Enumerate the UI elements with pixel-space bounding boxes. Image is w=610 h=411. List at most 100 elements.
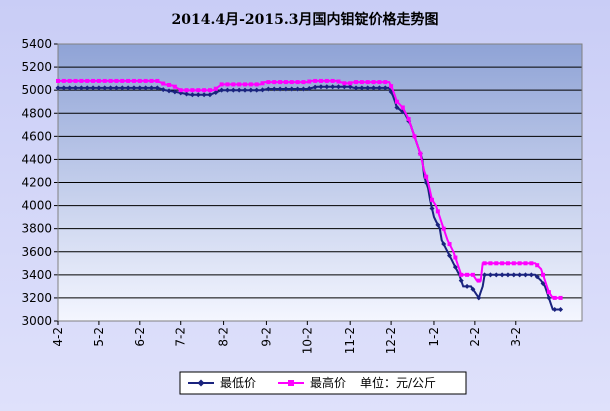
data-point-high (453, 255, 458, 260)
data-point-low (517, 272, 523, 278)
data-point-low (318, 84, 324, 90)
data-point-high (336, 79, 341, 84)
data-point-low (482, 272, 488, 278)
data-point-high (301, 80, 306, 85)
data-point-high (523, 261, 528, 266)
data-point-low (271, 86, 277, 92)
data-point-high (511, 261, 516, 266)
data-point-low (248, 87, 254, 93)
data-point-high (406, 117, 411, 122)
plot-border (57, 43, 583, 322)
y-tick-label: 3800 (21, 222, 52, 236)
data-point-high (137, 78, 142, 83)
data-point-high (505, 261, 510, 266)
data-point-high (207, 88, 212, 93)
data-point-low (230, 87, 236, 93)
y-tick-label: 5400 (21, 37, 52, 51)
data-point-low (195, 92, 201, 98)
legend-label-0: 最低价 (220, 376, 256, 390)
data-point-high (225, 82, 230, 87)
legend-label-1: 最高价 (310, 375, 346, 390)
data-point-high (418, 151, 423, 156)
data-point-low (470, 286, 476, 292)
data-point-high (470, 272, 475, 277)
data-point-high (546, 290, 551, 295)
data-point-low (160, 87, 166, 93)
x-tick-label: 1-2 (427, 327, 441, 347)
data-point-high (517, 261, 522, 266)
data-point-high (266, 80, 271, 85)
data-point-high (272, 80, 277, 85)
data-point-low (184, 91, 190, 97)
data-point-high (278, 80, 283, 85)
y-tick-label: 3200 (21, 291, 52, 305)
data-point-low (67, 85, 73, 91)
data-point-low (458, 278, 464, 284)
data-point-low (119, 85, 125, 91)
legend-box (179, 371, 467, 395)
data-point-low (359, 85, 365, 91)
data-point-low (540, 280, 546, 286)
data-point-low (189, 92, 195, 98)
data-point-low (546, 295, 552, 301)
data-point-high (67, 78, 72, 83)
data-point-high (552, 295, 557, 300)
data-point-high (465, 272, 470, 277)
data-point-low (201, 92, 207, 98)
data-point-low (224, 87, 230, 93)
data-point-high (295, 80, 300, 85)
data-point-low (61, 85, 67, 91)
data-point-high (149, 78, 154, 83)
data-point-high (441, 226, 446, 231)
data-point-low (365, 85, 371, 91)
data-point-low (90, 85, 96, 91)
data-point-high (394, 99, 399, 104)
y-tick-label: 4800 (21, 106, 52, 120)
data-point-low (172, 89, 178, 95)
data-point-high (289, 80, 294, 85)
data-point-high (248, 82, 253, 87)
data-point-high (494, 261, 499, 266)
data-point-low (552, 306, 558, 312)
data-point-high (371, 80, 376, 85)
data-point-high (254, 82, 259, 87)
data-point-low (511, 272, 517, 278)
data-point-high (435, 209, 440, 214)
data-point-low (558, 306, 564, 312)
data-point-high (260, 81, 265, 86)
y-tick-label: 3400 (21, 268, 52, 282)
y-tick-label: 5200 (21, 60, 52, 74)
data-point-low (476, 295, 482, 301)
legend: 最低价 最高价 单位：元/公斤 (179, 371, 467, 395)
data-point-low (429, 205, 435, 211)
data-point-low (312, 84, 318, 90)
data-point-low (137, 85, 143, 91)
data-point-high (126, 78, 131, 83)
data-point-high (283, 80, 288, 85)
data-point-low (447, 253, 453, 259)
data-point-low (265, 86, 271, 92)
y-tick-label: 5000 (21, 83, 52, 97)
data-point-high (184, 88, 189, 93)
data-point-low (125, 85, 131, 91)
y-tick-label: 4000 (21, 199, 52, 213)
data-point-high (231, 82, 236, 87)
data-point-low (55, 85, 61, 91)
data-point-high (131, 78, 136, 83)
data-point-high (342, 81, 347, 86)
data-point-high (412, 134, 417, 139)
y-tick-label: 3000 (21, 314, 52, 328)
data-point-low (260, 87, 266, 93)
data-point-low (394, 104, 400, 110)
data-point-low (306, 86, 312, 92)
x-tick-label: 5-2 (92, 327, 106, 347)
x-tick-label: 10-2 (300, 327, 314, 354)
data-point-high (318, 78, 323, 83)
x-tick-label: 3-2 (509, 327, 523, 347)
data-point-low (84, 85, 90, 91)
data-point-high (196, 88, 201, 93)
data-point-low (371, 85, 377, 91)
data-point-low (464, 283, 470, 289)
